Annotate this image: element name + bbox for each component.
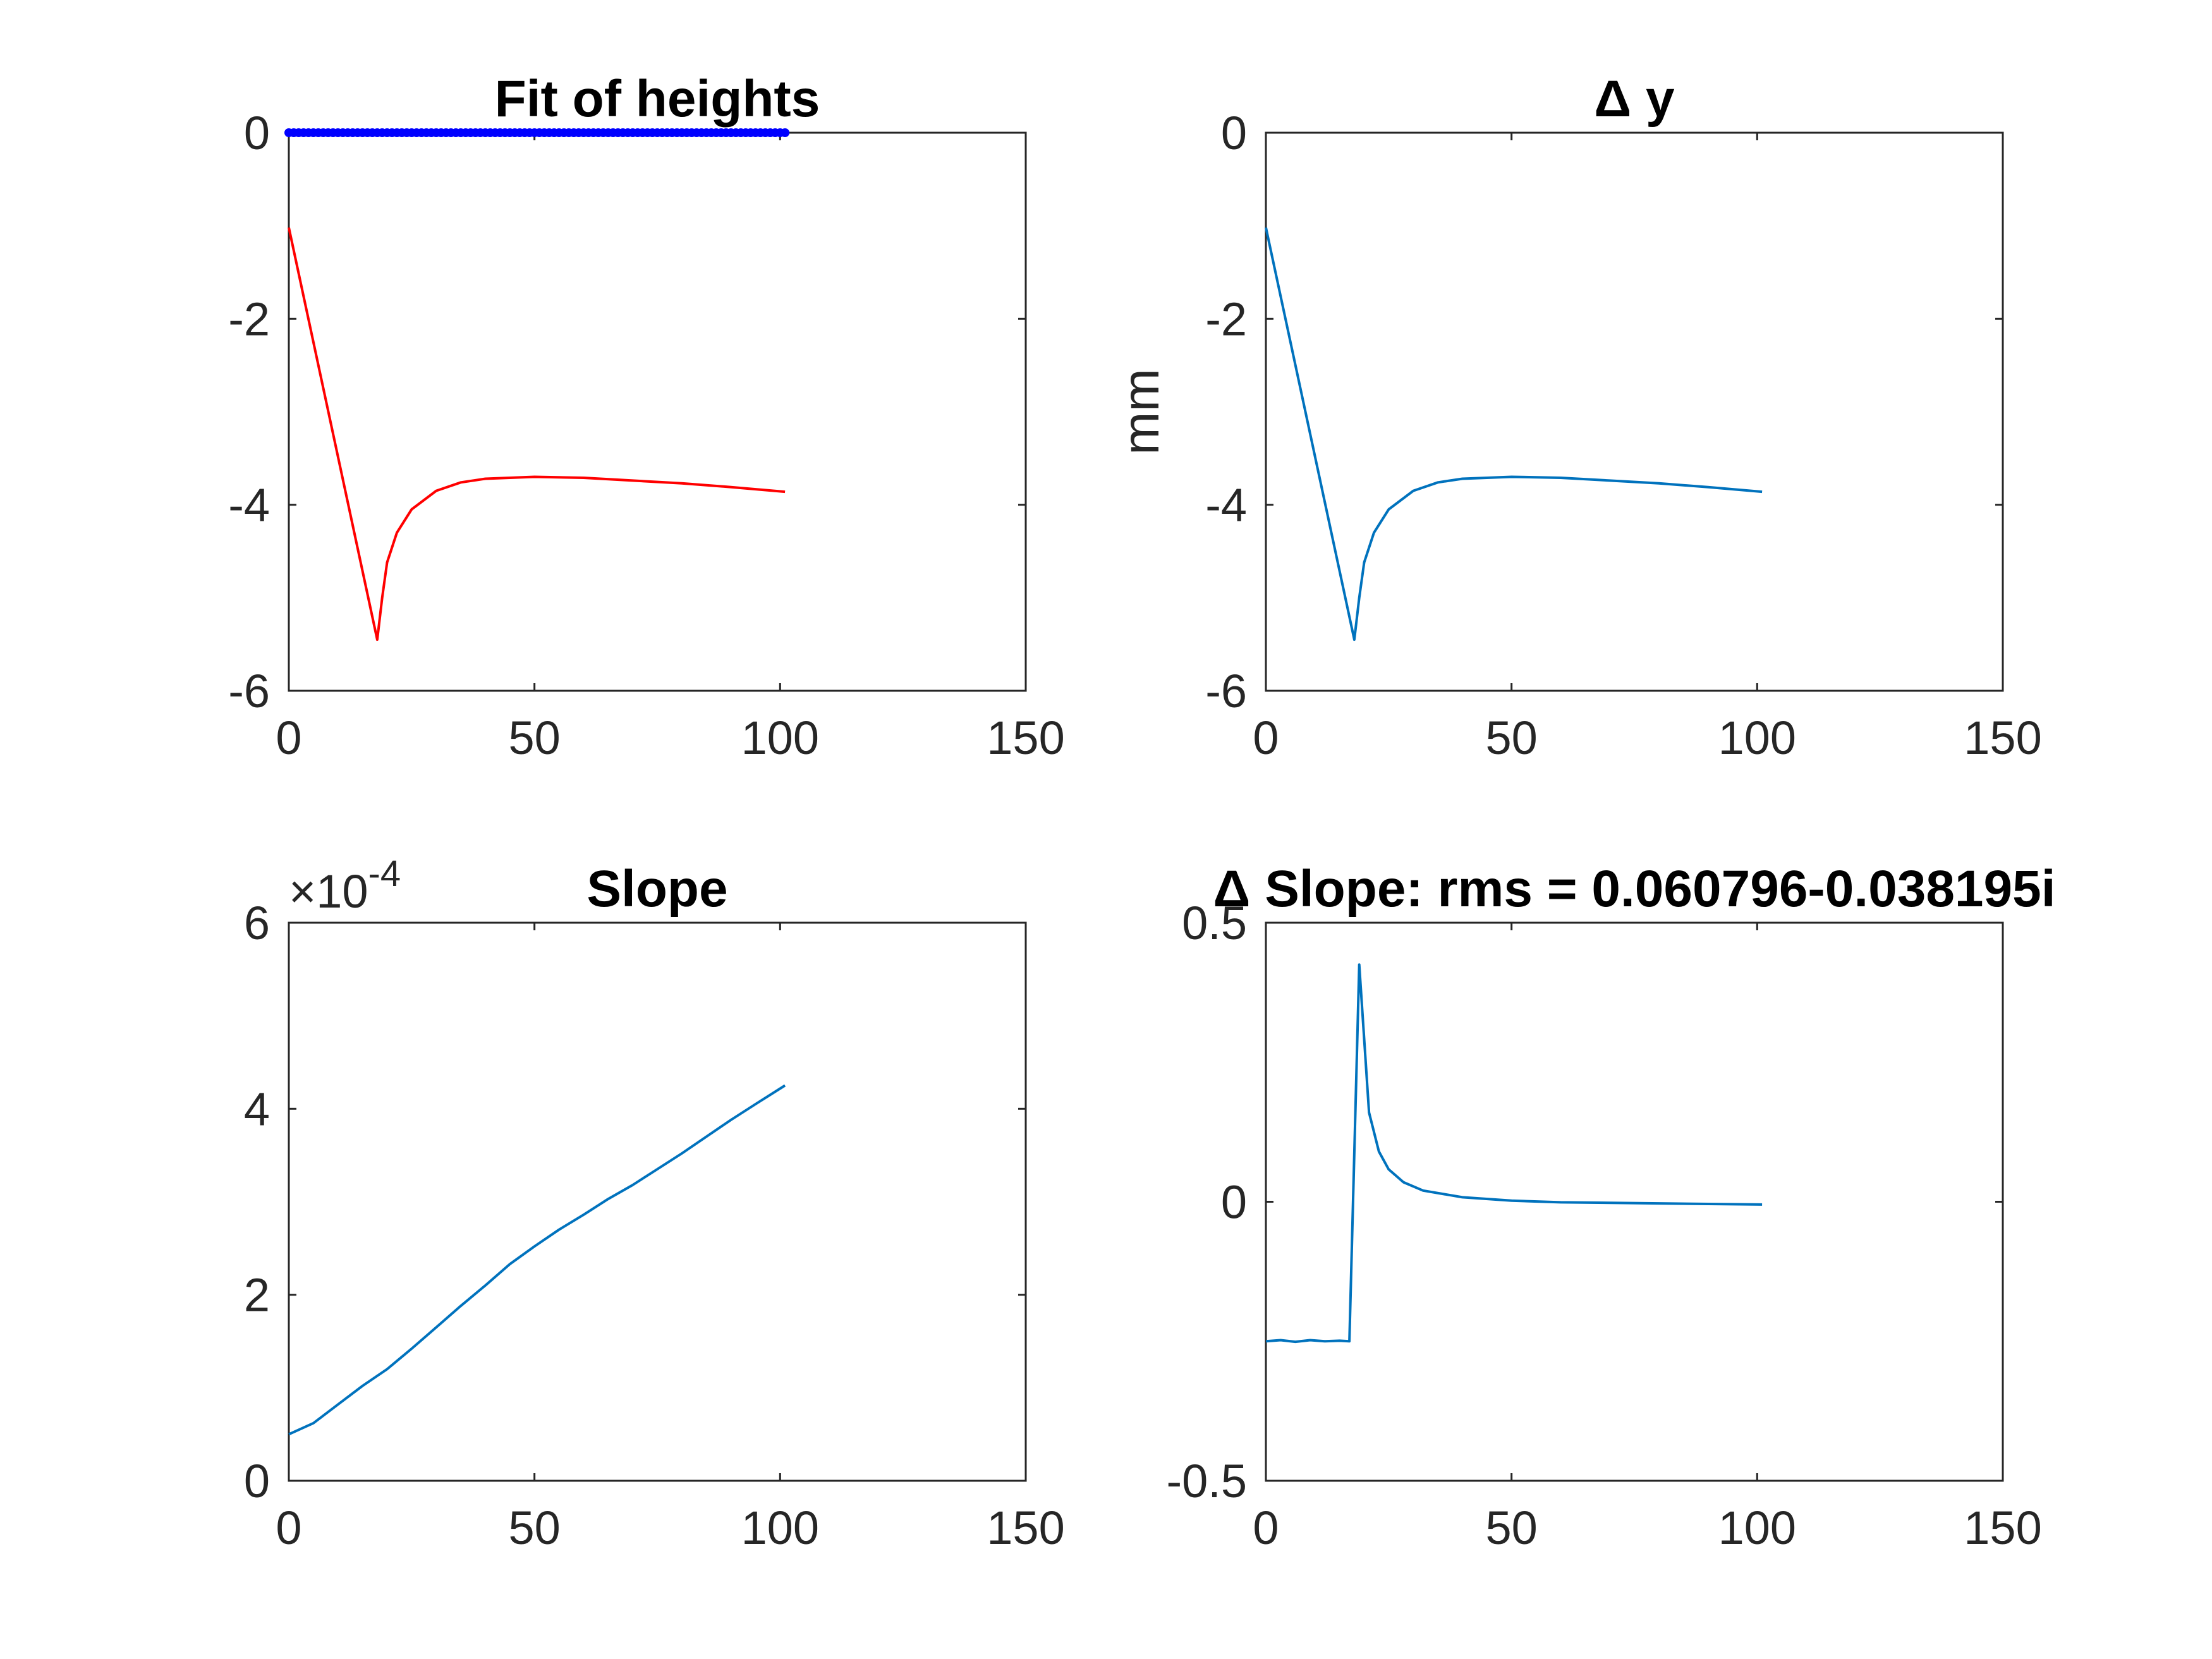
y-tick-label: 0 bbox=[1221, 107, 1247, 159]
x-tick-label: 50 bbox=[1486, 1502, 1538, 1554]
y-tick-label: -6 bbox=[228, 665, 270, 717]
x-tick-label: 100 bbox=[741, 1502, 819, 1554]
series-line bbox=[288, 227, 786, 641]
x-tick-label: 0 bbox=[276, 712, 301, 764]
y-tick-label: -0.5 bbox=[1166, 1455, 1247, 1507]
series-markers bbox=[284, 128, 790, 137]
chart-title: Δ y bbox=[1594, 70, 1675, 128]
x-tick-label: 50 bbox=[509, 712, 561, 764]
y-tick-label: 0 bbox=[1221, 1176, 1247, 1229]
series-line bbox=[1265, 227, 1763, 641]
subplot-1: 0 50 100 150 -6 -4 -2 0 Fit of heights bbox=[228, 70, 1065, 764]
x-tick-label: 0 bbox=[1253, 1502, 1279, 1554]
y-axis-label: mm bbox=[1112, 368, 1170, 455]
y-tick-label: -6 bbox=[1205, 665, 1247, 717]
y-exponent-label: ×10-4 bbox=[289, 853, 401, 918]
x-tick-label: 100 bbox=[741, 712, 819, 764]
y-tick-label: 2 bbox=[244, 1269, 270, 1322]
y-tick-label: 0.5 bbox=[1182, 897, 1247, 949]
x-tick-label: 150 bbox=[1964, 1502, 2041, 1554]
chart-title: Fit of heights bbox=[495, 70, 820, 128]
x-tick-label: 100 bbox=[1718, 712, 1796, 764]
chart-title: Slope bbox=[586, 860, 727, 918]
x-tick-label: 150 bbox=[987, 712, 1064, 764]
axes-box bbox=[1265, 131, 2004, 692]
y-tick-label: 6 bbox=[244, 897, 270, 949]
series-line bbox=[1265, 963, 1763, 1344]
y-tick-label: -2 bbox=[228, 293, 270, 345]
x-tick-label: 150 bbox=[987, 1502, 1064, 1554]
subplot-3: 0 50 100 150 0 2 4 6 Slope ×10-4 bbox=[244, 853, 1065, 1554]
chart-title: Δ Slope: rms = 0.060796-0.038195i bbox=[1213, 860, 2055, 918]
x-tick-label: 50 bbox=[509, 1502, 561, 1554]
y-tick-label: 4 bbox=[244, 1083, 270, 1135]
y-tick-label: 0 bbox=[244, 107, 270, 159]
data-point bbox=[781, 128, 790, 137]
x-tick-label: 0 bbox=[1253, 712, 1279, 764]
subplot-2: 0 50 100 150 -6 -4 -2 0 Δ y mm bbox=[1112, 70, 2042, 764]
y-tick-label: -4 bbox=[228, 479, 270, 532]
x-tick-label: 0 bbox=[276, 1502, 301, 1554]
y-tick-label: 0 bbox=[244, 1455, 270, 1507]
y-tick-label: -4 bbox=[1205, 479, 1247, 532]
series-line bbox=[288, 1084, 786, 1436]
x-tick-label: 100 bbox=[1718, 1502, 1796, 1554]
y-tick-label: -2 bbox=[1205, 293, 1247, 345]
subplot-4: 0 50 100 150-0.500.5Δ Slope: rms = 0.060796… bbox=[1166, 860, 2055, 1554]
axes-box bbox=[288, 921, 1027, 1482]
x-tick-label: 50 bbox=[1486, 712, 1538, 764]
x-tick-label: 150 bbox=[1964, 712, 2041, 764]
